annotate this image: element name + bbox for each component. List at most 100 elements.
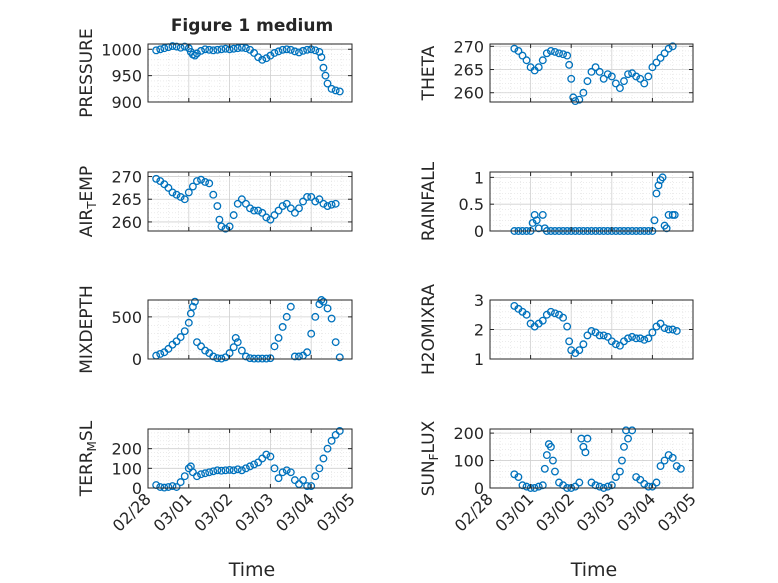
data-point: [197, 46, 205, 55]
data-point: [624, 334, 632, 343]
data-point: [571, 97, 580, 106]
data-point: [172, 190, 181, 199]
data-point: [315, 300, 324, 309]
data-point: [295, 352, 303, 361]
data-point: [184, 464, 193, 473]
y-tick-label: 200: [111, 440, 142, 459]
data-point: [164, 183, 173, 192]
data-point: [311, 312, 320, 321]
data-point: [258, 208, 267, 217]
data-point: [274, 206, 283, 215]
data-point: [156, 483, 165, 491]
data-point: [581, 448, 590, 457]
data-point: [559, 50, 568, 59]
data-point: [233, 338, 242, 347]
data-point: [615, 341, 624, 350]
data-point: [290, 47, 299, 56]
data-point: [551, 467, 559, 476]
data-point: [160, 44, 169, 53]
data-point: [648, 63, 657, 72]
data-point: [217, 466, 226, 475]
data-point: [201, 178, 210, 186]
data-point: [193, 177, 201, 186]
y-label-part: SUN: [419, 460, 439, 496]
data-point: [611, 79, 620, 88]
data-point: [571, 482, 580, 491]
data-point: [599, 331, 608, 340]
data-point: [299, 46, 307, 55]
data-point: [176, 478, 185, 487]
data-point: [229, 343, 238, 352]
data-point: [221, 353, 230, 362]
data-point: [254, 458, 263, 467]
data-point: [209, 46, 218, 55]
data-point: [648, 482, 657, 491]
data-point: [307, 482, 316, 490]
data-point: [250, 49, 259, 57]
data-point: [607, 481, 616, 490]
data-point: [152, 174, 161, 183]
data-point: [266, 354, 275, 363]
data-point: [286, 45, 295, 54]
data-point: [282, 312, 291, 321]
data-point: [323, 444, 332, 453]
data-point: [278, 323, 287, 331]
data-point: [190, 51, 199, 60]
data-point: [565, 60, 574, 69]
y-tick-label: 1000: [101, 40, 142, 59]
data-point: [644, 72, 653, 81]
data-point: [213, 45, 222, 54]
data-point: [262, 213, 271, 222]
data-point: [172, 42, 181, 51]
data-point: [670, 210, 679, 219]
data-point: [327, 84, 336, 93]
data-point: [270, 211, 279, 220]
data-point: [213, 202, 222, 210]
data-point: [538, 210, 547, 219]
data-point: [303, 45, 312, 54]
y-tick-label: 3: [474, 291, 484, 310]
data-point: [201, 469, 210, 478]
data-point: [233, 199, 242, 208]
data-point: [190, 297, 199, 306]
data-point: [323, 79, 332, 88]
data-point: [522, 482, 531, 491]
data-point: [184, 318, 193, 327]
data-point: [579, 340, 588, 349]
data-point: [603, 332, 612, 341]
y-tick-label: 200: [453, 424, 484, 443]
axes-box: [147, 299, 353, 360]
data-point: [215, 215, 224, 224]
data-point: [278, 202, 287, 210]
data-point: [266, 215, 275, 224]
data-point: [546, 442, 555, 451]
axes-box: [147, 171, 353, 232]
data-point: [587, 67, 596, 76]
data-point: [583, 434, 592, 443]
y-tick-label: 265: [111, 190, 142, 209]
data-point: [611, 473, 620, 481]
data-point: [551, 309, 559, 318]
data-point: [168, 188, 177, 197]
data-point: [164, 344, 173, 353]
data-point: [266, 452, 275, 461]
y-label-part: TERR: [77, 451, 97, 497]
data-point: [197, 470, 205, 479]
data-point: [664, 325, 673, 334]
data-point: [180, 195, 189, 204]
axes-box: [147, 428, 353, 489]
data-point: [282, 45, 291, 54]
data-point: [180, 327, 189, 336]
data-point: [205, 468, 214, 477]
y-label-part: AIR: [77, 209, 97, 238]
data-point: [595, 67, 604, 76]
data-point: [278, 468, 287, 477]
data-point: [514, 47, 523, 55]
data-point: [583, 331, 592, 340]
data-point: [254, 206, 263, 215]
data-point: [205, 179, 214, 188]
y-tick-label: 500: [111, 308, 142, 327]
data-point: [282, 199, 291, 208]
data-point: [221, 224, 230, 233]
